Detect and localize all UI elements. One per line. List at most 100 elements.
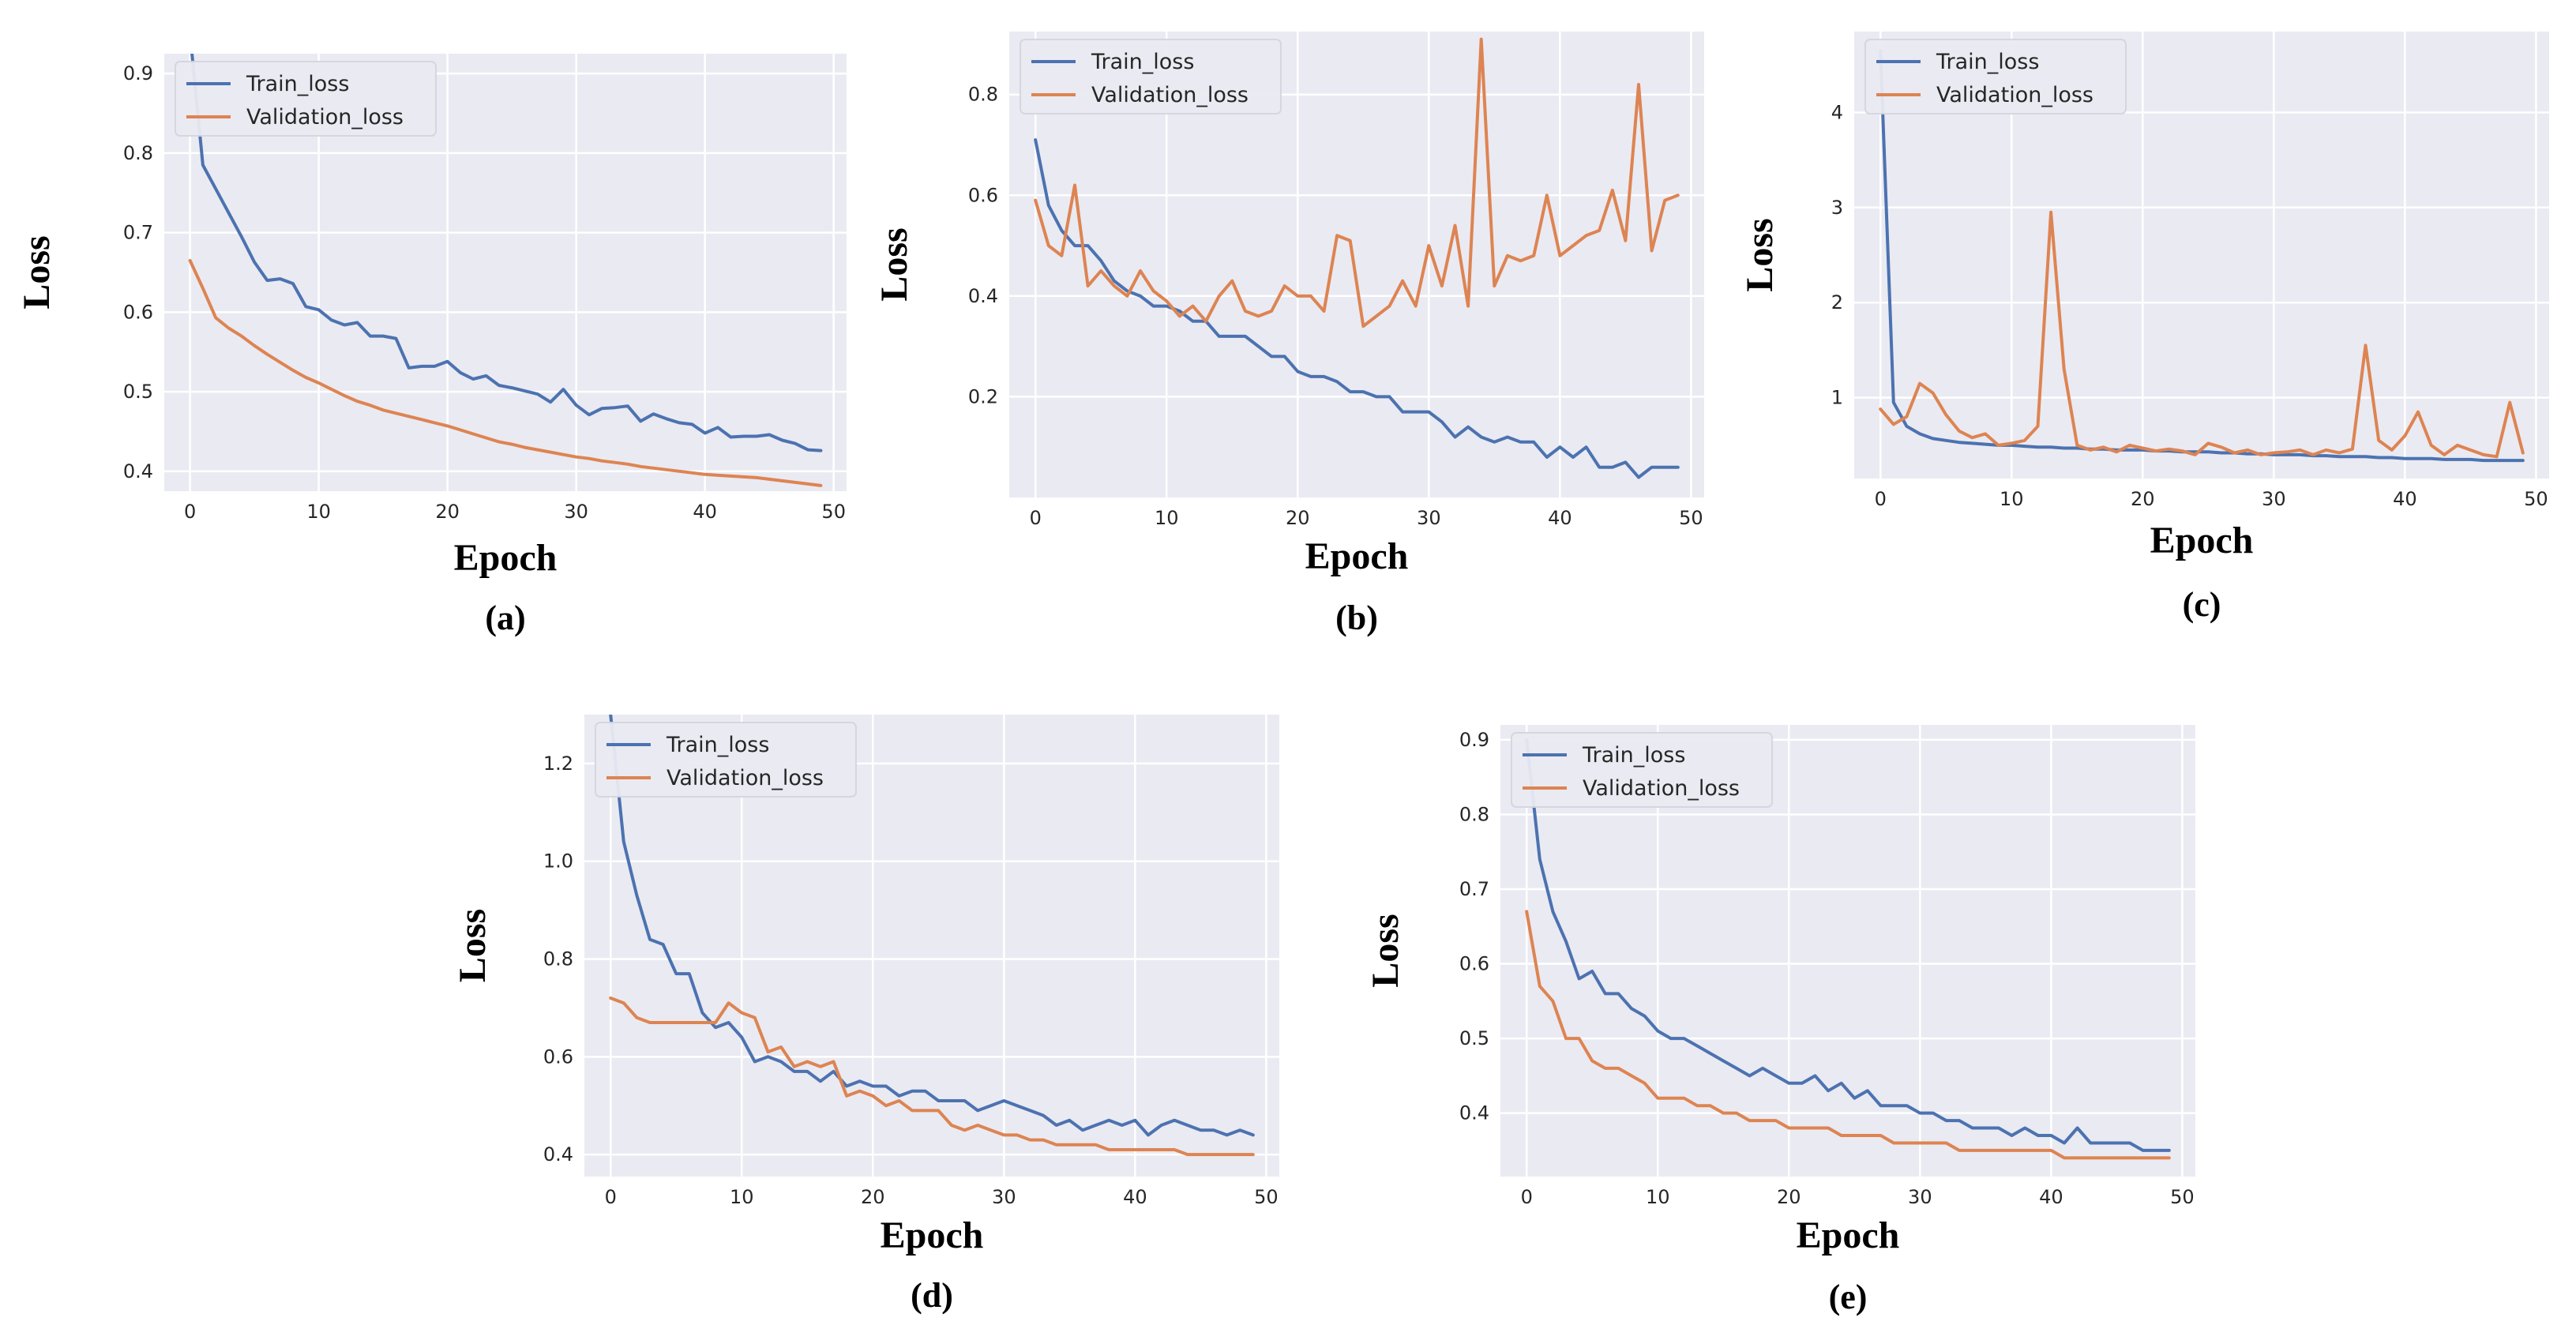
x-tick-label: 20 — [1777, 1186, 1801, 1208]
series-line-train-loss — [190, 54, 823, 452]
y-tick-label: 0.9 — [123, 62, 153, 84]
legend-label: Train_loss — [1091, 50, 1194, 74]
legend: Train_loss Validation_loss — [175, 61, 437, 137]
legend-label: Train_loss — [1936, 50, 2039, 74]
x-tick-label: 20 — [2131, 488, 2155, 510]
x-tick-label: 0 — [1521, 1186, 1533, 1208]
x-tick-label: 50 — [2170, 1186, 2195, 1208]
x-tick-label: 50 — [2524, 488, 2548, 510]
y-tick-label: 0.6 — [543, 1045, 573, 1068]
x-tick-label: 0 — [184, 501, 196, 523]
y-tick-label: 0.4 — [968, 285, 998, 307]
y-tick-label: 0.8 — [968, 84, 998, 106]
x-tick-label: 30 — [1908, 1186, 1932, 1208]
legend: Train_loss Validation_loss — [1020, 39, 1282, 114]
series-line-validation-loss — [1034, 37, 1680, 328]
x-tick-label: 30 — [564, 501, 588, 523]
series-line-validation-loss — [188, 258, 823, 487]
y-tick-label: 0.2 — [968, 385, 998, 407]
x-tick-label: 50 — [821, 501, 846, 523]
y-tick-label: 0.4 — [543, 1143, 573, 1165]
legend-label: Validation_loss — [1583, 776, 1740, 801]
legend-label: Train_loss — [246, 72, 349, 96]
y-tick-label: 0.8 — [123, 142, 153, 164]
legend-label: Validation_loss — [246, 105, 404, 129]
y-tick-label: 3 — [1831, 197, 1843, 219]
y-tick-label: 0.6 — [1459, 953, 1489, 975]
series-line-train-loss — [1034, 138, 1680, 479]
legend: Train_loss Validation_loss — [1511, 732, 1773, 808]
y-axis-label: Loss — [1739, 218, 1781, 291]
x-tick-label: 30 — [1417, 507, 1441, 529]
chart-panel-a: 0 10 20 30 40 50 0.4 0.5 0.6 0.7 0.8 0.9 Train_loss V… — [16, 54, 847, 637]
x-tick-label: 10 — [1155, 507, 1179, 529]
legend-label: Validation_loss — [1091, 83, 1249, 107]
panel-caption: (c) — [2183, 585, 2221, 624]
y-tick-label: 0.7 — [1459, 878, 1489, 900]
series-line-validation-loss — [1879, 210, 2525, 459]
y-axis-label: Loss — [452, 909, 494, 982]
x-tick-label: 50 — [1679, 507, 1703, 529]
x-tick-label: 40 — [1548, 507, 1572, 529]
chart-panel-d: 0 10 20 30 40 50 0.4 0.6 0.8 1.0 1.2 Train_loss Vali… — [452, 715, 1279, 1315]
x-tick-label: 40 — [2393, 488, 2417, 510]
legend: Train_loss Validation_loss — [1864, 39, 2127, 114]
y-axis-label: Loss — [16, 235, 58, 309]
x-tick-label: 30 — [992, 1186, 1016, 1208]
y-tick-label: 0.9 — [1459, 729, 1489, 751]
legend-label: Train_loss — [666, 733, 769, 757]
legend: Train_loss Validation_loss — [595, 722, 857, 798]
y-tick-label: 4 — [1831, 101, 1843, 123]
series-line-train-loss — [1525, 738, 2171, 1152]
y-tick-label: 1 — [1831, 387, 1843, 409]
chart-panel-e: 0 10 20 30 40 50 0.4 0.5 0.6 0.7 0.8 0.9 Train_loss V… — [1365, 725, 2195, 1316]
x-tick-label: 30 — [2262, 488, 2286, 510]
x-tick-label: 40 — [2039, 1186, 2063, 1208]
legend-label: Validation_loss — [667, 766, 824, 790]
x-axis-label: Epoch — [2150, 520, 2254, 561]
x-tick-label: 20 — [861, 1186, 885, 1208]
panel-caption: (d) — [911, 1276, 953, 1315]
y-axis-label: Loss — [873, 227, 915, 301]
y-tick-label: 0.8 — [1459, 803, 1489, 825]
y-tick-label: 0.8 — [543, 948, 573, 970]
legend-label: Train_loss — [1582, 743, 1685, 768]
y-tick-label: 2 — [1831, 291, 1843, 313]
y-tick-label: 0.5 — [123, 381, 153, 403]
y-axis-label: Loss — [1365, 914, 1406, 987]
x-tick-label: 40 — [1123, 1186, 1147, 1208]
y-tick-label: 0.7 — [123, 222, 153, 244]
x-tick-label: 40 — [693, 501, 717, 523]
x-tick-label: 10 — [2000, 488, 2024, 510]
x-axis-label: Epoch — [1797, 1214, 1900, 1256]
y-tick-label: 0.6 — [123, 301, 153, 323]
x-tick-label: 10 — [730, 1186, 754, 1208]
chart-panel-b: 0 10 20 30 40 50 0.2 0.4 0.6 0.8 Train_loss Validat… — [873, 32, 1704, 637]
series-line-train-loss — [1879, 49, 2525, 463]
x-axis-label: Epoch — [454, 537, 558, 579]
series-line-train-loss — [609, 715, 1255, 1137]
panel-caption: (e) — [1829, 1278, 1868, 1316]
x-axis-label: Epoch — [1305, 535, 1409, 577]
x-tick-label: 10 — [306, 501, 331, 523]
x-tick-label: 0 — [1875, 488, 1887, 510]
legend-label: Validation_loss — [1936, 83, 2093, 107]
y-tick-label: 1.0 — [543, 850, 573, 873]
y-tick-label: 1.2 — [543, 753, 573, 775]
x-tick-label: 20 — [435, 501, 460, 523]
x-tick-label: 0 — [1030, 507, 1042, 529]
x-axis-label: Epoch — [881, 1214, 984, 1256]
x-tick-label: 50 — [1254, 1186, 1279, 1208]
panel-caption: (a) — [485, 599, 525, 637]
series-line-validation-loss — [609, 997, 1255, 1157]
y-tick-label: 0.6 — [968, 184, 998, 206]
x-tick-label: 0 — [605, 1186, 617, 1208]
y-tick-label: 0.4 — [123, 460, 153, 482]
panel-caption: (b) — [1335, 599, 1378, 637]
x-tick-label: 20 — [1286, 507, 1310, 529]
x-tick-label: 10 — [1646, 1186, 1670, 1208]
series-line-validation-loss — [1525, 910, 2171, 1160]
y-tick-label: 0.4 — [1459, 1102, 1489, 1124]
chart-panel-c: 0 10 20 30 40 50 1 2 3 4 Train_loss Validation_loss… — [1739, 32, 2549, 624]
